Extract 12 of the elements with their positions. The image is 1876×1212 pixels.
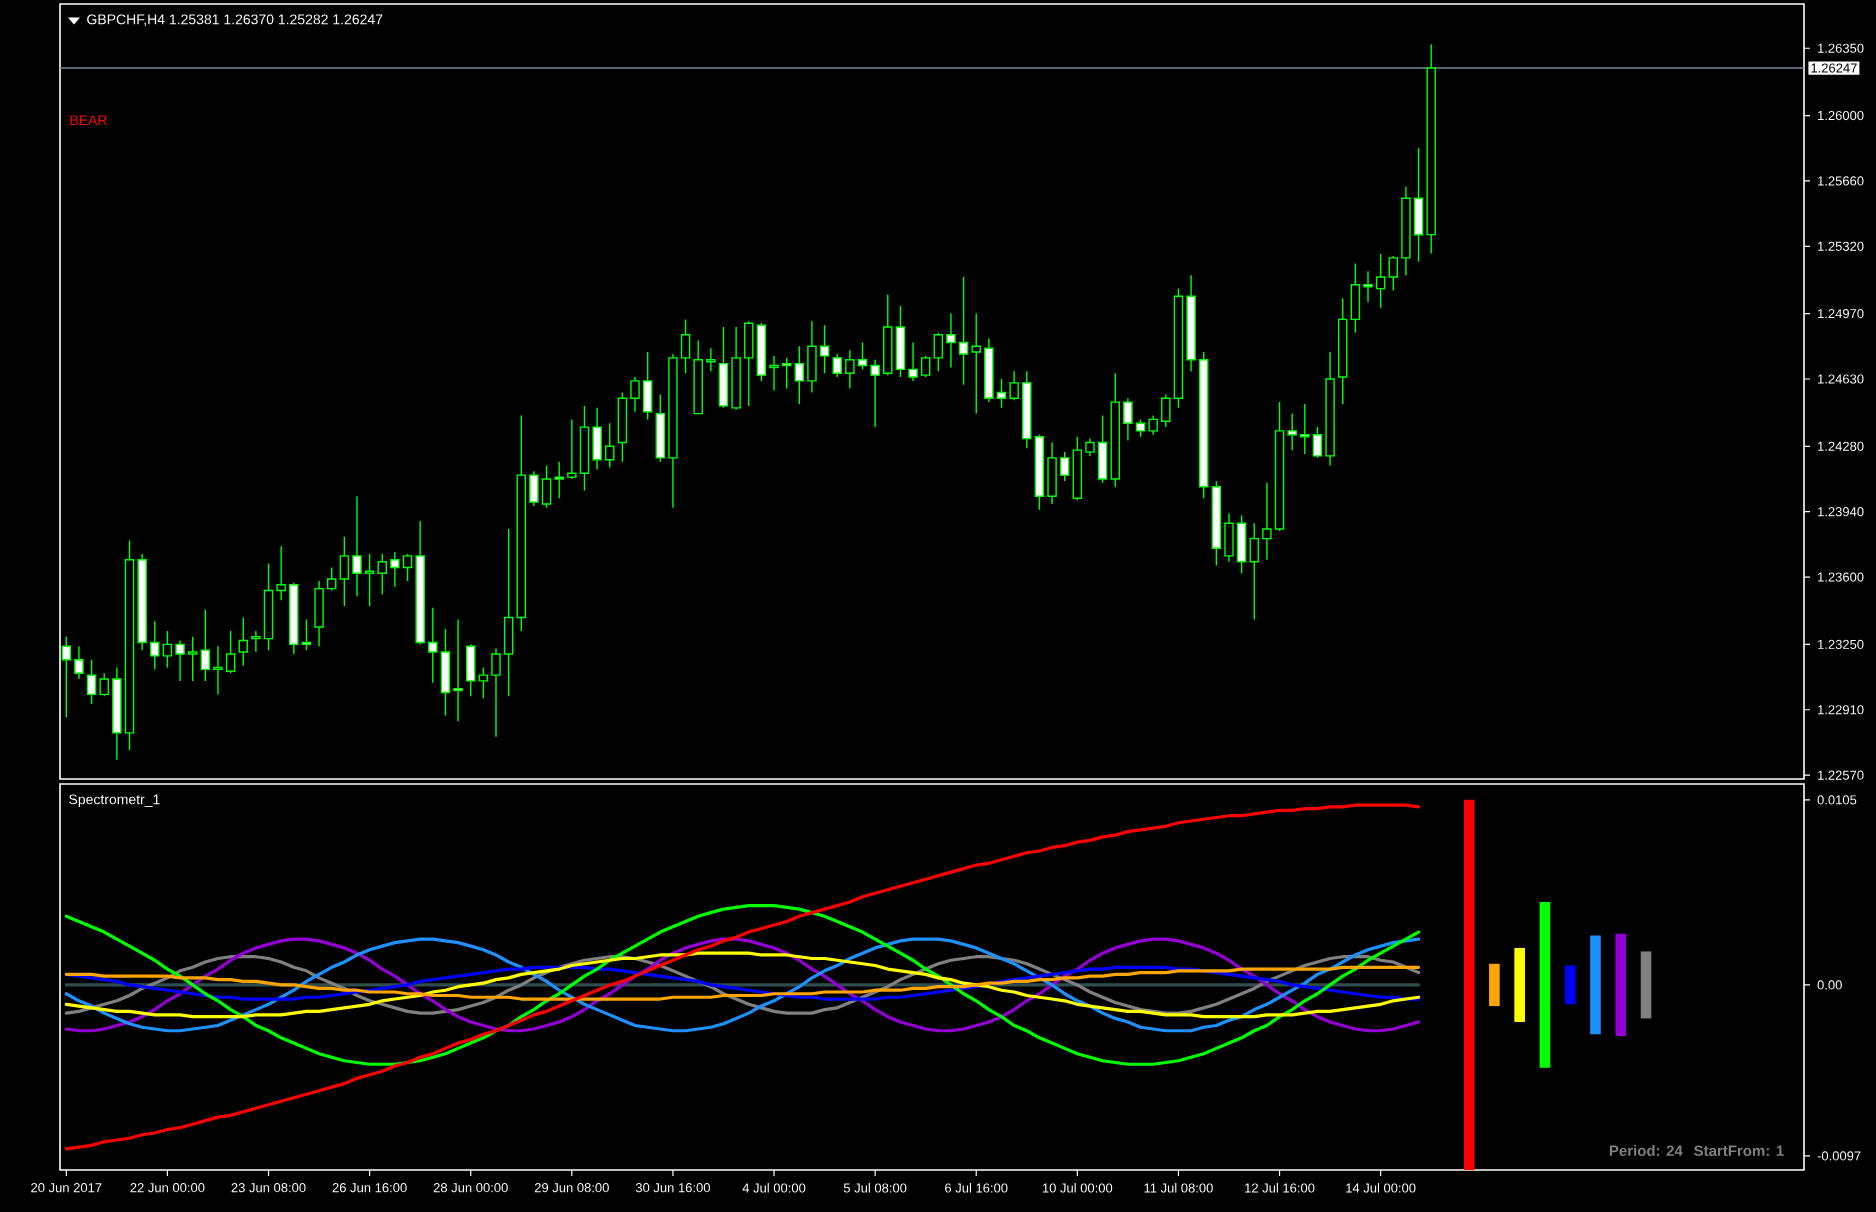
candlestick [1337, 297, 1348, 405]
bar [1640, 951, 1652, 1019]
bar [1489, 963, 1500, 1007]
bar [1590, 935, 1601, 1035]
line-series [64, 937, 1421, 1033]
bar [1514, 947, 1525, 1022]
candlestick [238, 616, 248, 667]
bar [1564, 965, 1576, 1005]
bar [1539, 902, 1551, 1068]
candlestick [465, 643, 476, 698]
bar [1463, 799, 1475, 1170]
bar [1615, 933, 1627, 1037]
